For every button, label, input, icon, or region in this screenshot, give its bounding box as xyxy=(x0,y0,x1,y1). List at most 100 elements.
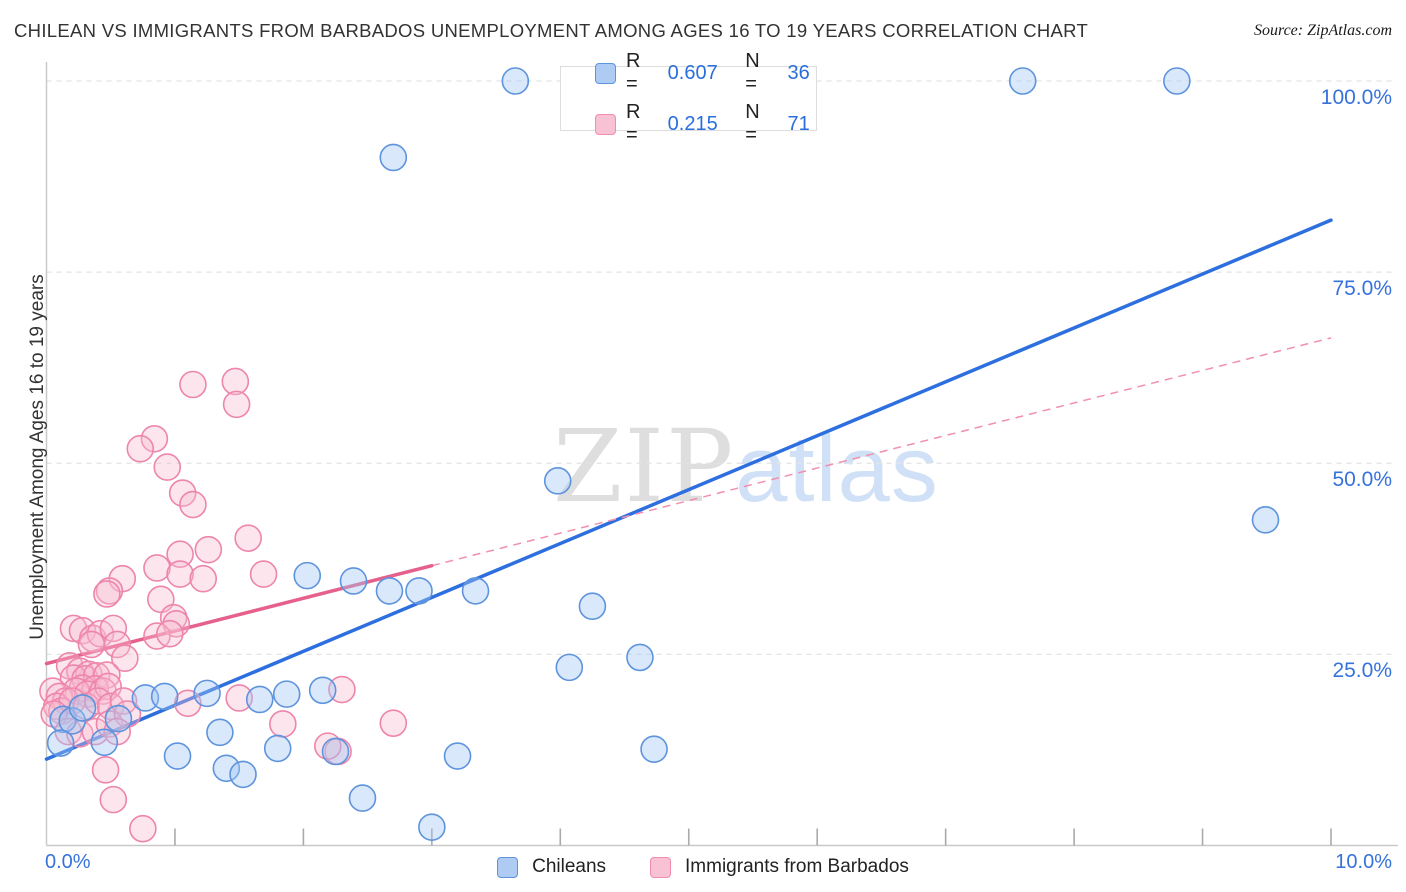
scatter-point-chilean[interactable] xyxy=(375,577,404,605)
scatter-point-chilean[interactable] xyxy=(405,577,433,605)
y-axis-label-75: 75.0% xyxy=(1332,277,1392,301)
scatter-point-barbados[interactable] xyxy=(225,684,253,712)
scatter-point-barbados[interactable] xyxy=(126,434,155,463)
scatter-point-barbados[interactable] xyxy=(194,535,223,564)
r-value: 0.607 xyxy=(667,61,718,84)
scatter-point-chilean[interactable] xyxy=(543,467,572,495)
chileans-swatch-icon xyxy=(595,62,616,84)
scatter-point-barbados[interactable] xyxy=(91,756,120,784)
scatter-point-barbados[interactable] xyxy=(222,390,251,419)
scatter-point-chilean[interactable] xyxy=(443,742,472,770)
scatter-point-chilean[interactable] xyxy=(418,813,446,841)
scatter-point-chilean[interactable] xyxy=(321,737,350,766)
scatter-point-chilean[interactable] xyxy=(1163,67,1191,95)
scatter-point-barbados[interactable] xyxy=(93,580,121,608)
scatter-point-barbados[interactable] xyxy=(103,630,131,659)
scatter-point-barbados[interactable] xyxy=(95,710,124,738)
r-label: R = xyxy=(626,101,641,146)
scatter-point-barbados[interactable] xyxy=(168,479,197,507)
scatter-point-chilean[interactable] xyxy=(46,729,75,757)
scatter-point-chilean[interactable] xyxy=(245,685,274,714)
scatter-point-chilean[interactable] xyxy=(501,67,530,95)
scatter-points xyxy=(39,67,1280,843)
y-axis-label-100: 100.0% xyxy=(1320,86,1392,109)
scatter-point-barbados[interactable] xyxy=(99,785,128,814)
scatter-point-chilean[interactable] xyxy=(163,742,192,770)
scatter-point-barbados[interactable] xyxy=(140,424,169,453)
series-legend: Chileans Immigrants from Barbados xyxy=(0,850,1406,884)
x-axis-ticks xyxy=(174,828,1332,846)
n-label: N = xyxy=(745,101,760,146)
barbados-swatch-icon xyxy=(650,856,672,878)
trend-lines xyxy=(44,218,1333,761)
scatter-point-barbados[interactable] xyxy=(189,564,218,593)
scatter-point-chilean[interactable] xyxy=(272,680,301,708)
scatter-point-barbados[interactable] xyxy=(143,554,171,582)
scatter-point-chilean[interactable] xyxy=(193,679,221,708)
chileans-trend-line xyxy=(44,218,1333,761)
scatter-point-chilean[interactable] xyxy=(626,643,654,672)
scatter-point-barbados[interactable] xyxy=(153,453,182,481)
r-label: R = xyxy=(626,50,641,95)
barbados-swatch-icon xyxy=(595,113,616,135)
scatter-point-chilean[interactable] xyxy=(555,653,584,682)
legend-row-chileans: R = 0.607 N = 36 xyxy=(595,50,816,96)
scatter-point-barbados[interactable] xyxy=(77,630,106,659)
scatter-point-barbados[interactable] xyxy=(314,732,342,760)
scatter-point-chilean[interactable] xyxy=(150,682,179,711)
scatter-point-chilean[interactable] xyxy=(206,718,234,747)
scatter-point-chilean[interactable] xyxy=(229,760,257,789)
legend-label: Chileans xyxy=(532,856,607,877)
n-label: N = xyxy=(745,50,760,95)
y-axis-title: Unemployment Among Ages 16 to 19 years xyxy=(27,274,48,640)
page-title: CHILEAN VS IMMIGRANTS FROM BARBADOS UNEM… xyxy=(14,20,1089,41)
barbados-trend-line-extrapolated xyxy=(431,337,1332,567)
scatter-point-chilean[interactable] xyxy=(263,734,292,763)
scatter-point-barbados[interactable] xyxy=(269,710,297,738)
scatter-point-chilean[interactable] xyxy=(379,143,408,172)
scatter-point-barbados[interactable] xyxy=(179,490,207,519)
scatter-point-barbados[interactable] xyxy=(249,560,278,588)
scatter-point-chilean[interactable] xyxy=(212,754,241,783)
scatter-point-chilean[interactable] xyxy=(308,676,337,705)
axes xyxy=(45,62,1398,847)
x-axis-label-min: 0.0% xyxy=(45,851,91,873)
r-value: 0.215 xyxy=(667,112,718,135)
scatter-point-barbados[interactable] xyxy=(129,814,157,843)
scatter-point-chilean[interactable] xyxy=(461,577,490,605)
gridlines xyxy=(46,80,1394,655)
source-link[interactable]: Source: ZipAtlas.com xyxy=(1253,22,1392,39)
legend-item-barbados: Immigrants from Barbados xyxy=(650,856,909,878)
legend-row-barbados: R = 0.215 N = 71 xyxy=(595,101,816,147)
scatter-point-barbados[interactable] xyxy=(221,367,250,396)
scatter-point-barbados[interactable] xyxy=(94,672,122,701)
scatter-point-chilean[interactable] xyxy=(104,704,133,733)
scatter-point-chilean[interactable] xyxy=(1008,67,1037,95)
n-value: 36 xyxy=(787,61,810,84)
scatter-point-barbados[interactable] xyxy=(166,540,194,569)
barbados-trend-line xyxy=(44,563,434,666)
y-axis-label-50: 50.0% xyxy=(1332,468,1392,492)
scatter-point-barbados[interactable] xyxy=(93,661,121,689)
scatter-point-chilean[interactable] xyxy=(339,567,368,595)
legend-item-chileans: Chileans xyxy=(497,856,606,878)
scatter-point-barbados[interactable] xyxy=(379,709,408,737)
scatter-point-barbados[interactable] xyxy=(111,644,139,672)
scatter-point-barbados[interactable] xyxy=(99,614,128,643)
scatter-point-chilean[interactable] xyxy=(90,728,119,757)
scatter-point-chilean[interactable] xyxy=(1251,506,1280,534)
scatter-point-barbados[interactable] xyxy=(156,619,184,648)
chileans-swatch-icon xyxy=(497,856,519,878)
scatter-point-chilean[interactable] xyxy=(640,735,668,763)
scatter-point-chilean[interactable] xyxy=(68,694,97,722)
scatter-point-chilean[interactable] xyxy=(293,561,322,590)
scatter-point-chilean[interactable] xyxy=(578,592,607,621)
scatter-point-barbados[interactable] xyxy=(166,560,194,588)
scatter-point-barbados[interactable] xyxy=(234,524,262,552)
legend-label: Immigrants from Barbados xyxy=(685,856,909,877)
scatter-point-barbados[interactable] xyxy=(179,370,207,399)
scatter-point-chilean[interactable] xyxy=(348,784,377,812)
scatter-point-barbados[interactable] xyxy=(328,675,356,704)
scatter-point-barbados[interactable] xyxy=(81,717,110,746)
correlation-legend: R = 0.607 N = 36 R = 0.215 N = 71 xyxy=(560,50,817,146)
